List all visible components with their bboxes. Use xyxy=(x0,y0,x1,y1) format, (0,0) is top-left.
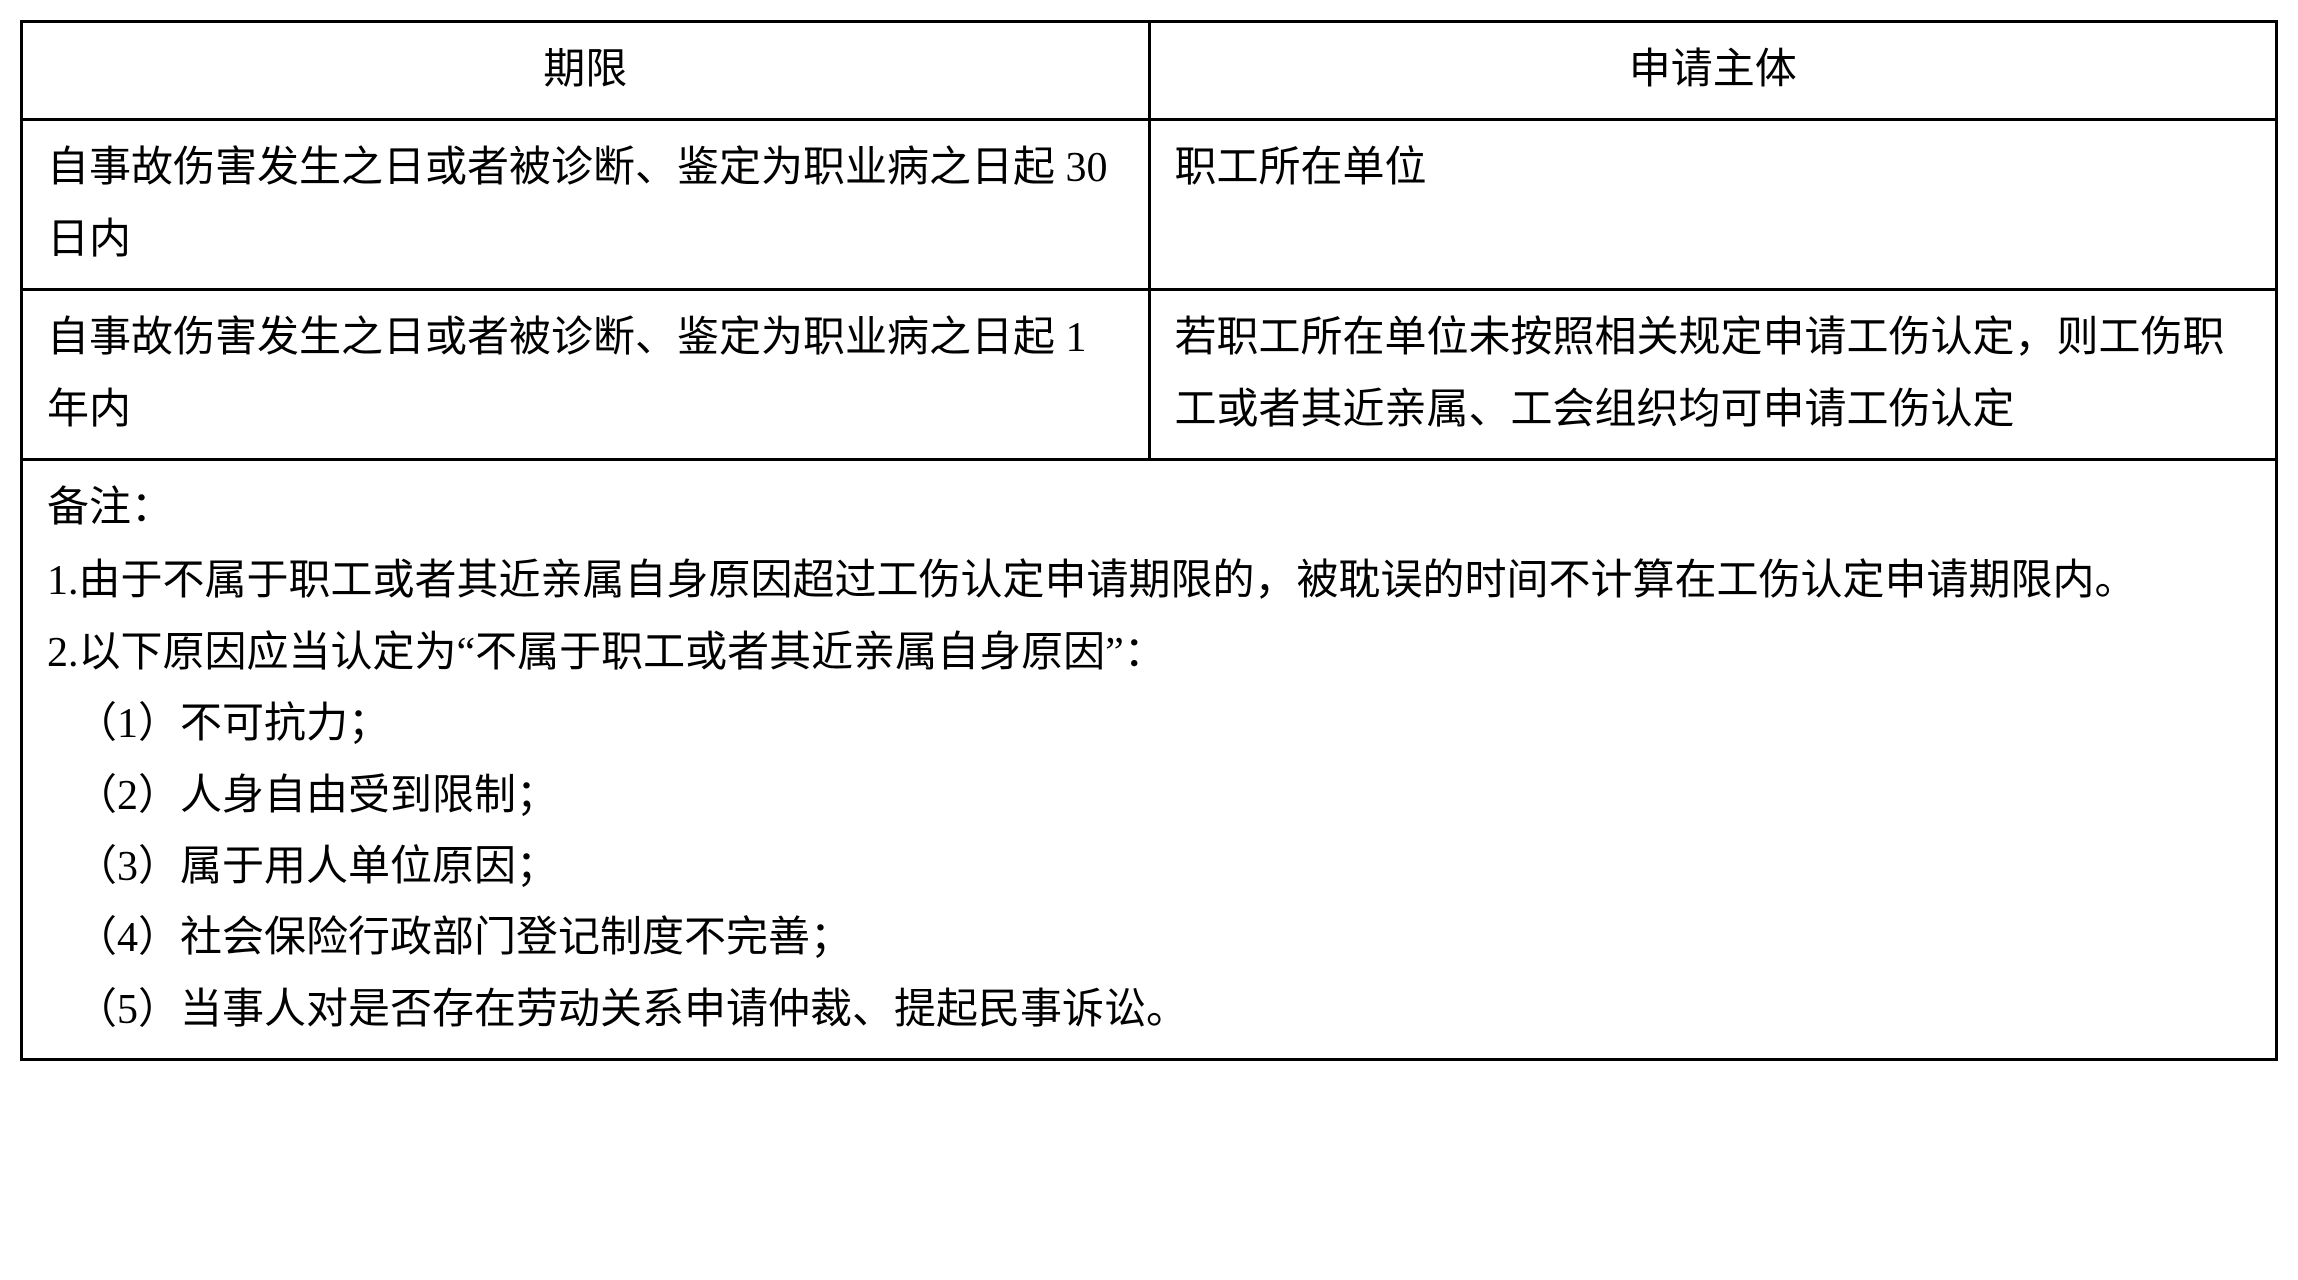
deadline-applicant-table: 期限 申请主体 自事故伤害发生之日或者被诊断、鉴定为职业病之日起 30 日内 职… xyxy=(20,20,2278,1061)
table-header-row: 期限 申请主体 xyxy=(22,22,2277,120)
remarks-subitem: （1）不可抗力； xyxy=(47,689,2251,760)
remarks-subitem: （2）人身自由受到限制； xyxy=(47,761,2251,832)
header-deadline: 期限 xyxy=(22,22,1150,120)
cell-applicant: 若职工所在单位未按照相关规定申请工伤认定，则工伤职工或者其近亲属、工会组织均可申… xyxy=(1149,290,2277,460)
remarks-item: 1.由于不属于职工或者其近亲属自身原因超过工伤认定申请期限的，被耽误的时间不计算… xyxy=(47,546,2251,617)
header-applicant: 申请主体 xyxy=(1149,22,2277,120)
cell-deadline: 自事故伤害发生之日或者被诊断、鉴定为职业病之日起 1 年内 xyxy=(22,290,1150,460)
remarks-row: 备注： 1.由于不属于职工或者其近亲属自身原因超过工伤认定申请期限的，被耽误的时… xyxy=(22,459,2277,1059)
remarks-subitem: （3）属于用人单位原因； xyxy=(47,832,2251,903)
remarks-subitem: （5）当事人对是否存在劳动关系申请仲裁、提起民事诉讼。 xyxy=(47,975,2251,1046)
remarks-item: 2.以下原因应当认定为“不属于职工或者其近亲属自身原因”： xyxy=(47,618,2251,689)
cell-applicant: 职工所在单位 xyxy=(1149,120,2277,290)
table-row: 自事故伤害发生之日或者被诊断、鉴定为职业病之日起 30 日内 职工所在单位 xyxy=(22,120,2277,290)
remarks-cell: 备注： 1.由于不属于职工或者其近亲属自身原因超过工伤认定申请期限的，被耽误的时… xyxy=(22,459,2277,1059)
cell-deadline: 自事故伤害发生之日或者被诊断、鉴定为职业病之日起 30 日内 xyxy=(22,120,1150,290)
remarks-subitem: （4）社会保险行政部门登记制度不完善； xyxy=(47,903,2251,974)
remarks-title: 备注： xyxy=(47,473,2251,544)
table-row: 自事故伤害发生之日或者被诊断、鉴定为职业病之日起 1 年内 若职工所在单位未按照… xyxy=(22,290,2277,460)
